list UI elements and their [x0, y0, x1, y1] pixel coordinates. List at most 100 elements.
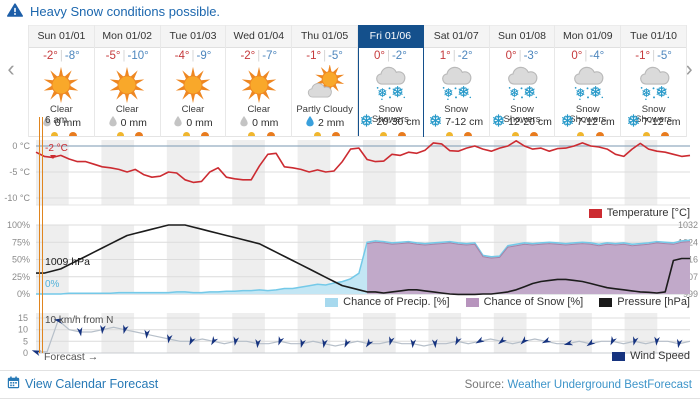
- current-wind-label: 10 km/h from N: [45, 315, 114, 326]
- source-attribution: Source: Weather Underground BestForecast: [465, 379, 692, 391]
- chevron-left-icon: ‹: [7, 56, 15, 81]
- wind-direction-arrow: [233, 336, 240, 346]
- forecast-charts: 0 °C-5 °C-10 °C100%103275%102450%101625%…: [4, 140, 698, 358]
- precip-amount: 7-12 cm: [621, 114, 686, 130]
- temp-separator: |: [584, 50, 588, 62]
- droplet-gray-icon: [173, 115, 183, 130]
- percent-axis-tick: 100%: [7, 220, 30, 230]
- temperature-legend: Temperature [°C]: [588, 207, 690, 219]
- snowflake-icon: [627, 114, 640, 130]
- wind-direction-arrow: [322, 338, 328, 349]
- source-link[interactable]: Weather Underground BestForecast: [507, 379, 692, 391]
- wind-direction-arrow: [255, 338, 261, 349]
- clear-icon: [161, 65, 226, 105]
- calendar-icon: [7, 376, 20, 392]
- day-card[interactable]: Mon 01/09 0° | -4° Snow Showers 7-12 cm: [555, 25, 622, 137]
- day-card[interactable]: Thu 01/05 -1° | -5° Partly Cloudy 2 mm: [292, 25, 358, 137]
- day-label: Mon 01/02: [94, 25, 160, 48]
- current-temp-marker: [50, 155, 56, 159]
- snowflake-icon: [360, 114, 373, 130]
- day-body: 0° | -3° Snow Showers 12-20 cm: [489, 48, 555, 137]
- droplet-gray-icon: [42, 115, 52, 130]
- sunrise-marker: [248, 132, 256, 136]
- view-calendar-link[interactable]: View Calendar Forecast: [7, 376, 158, 392]
- precip-amount: 0 mm: [29, 115, 94, 130]
- precip-swatch: [325, 297, 339, 307]
- day-card[interactable]: Fri 01/06 0° | -2° Snow Showers 20-30 cm: [357, 25, 424, 137]
- day-card[interactable]: Wed 01/04 -2° | -7° Clear 0 mm: [226, 25, 293, 137]
- high-temp: 0°: [571, 50, 583, 62]
- day-card[interactable]: Tue 01/03 -4° | -9° Clear 0 mm: [160, 25, 227, 137]
- wind-direction-arrow: [31, 350, 42, 356]
- day-card[interactable]: Sun 01/08 0° | -3° Snow Showers 12-20 cm: [489, 25, 556, 137]
- temp-axis-tick: -10 °C: [4, 193, 30, 203]
- pressure-swatch: [599, 297, 613, 307]
- sunrise-marker: [445, 132, 453, 136]
- pressure-axis-tick: 1032: [678, 220, 698, 230]
- low-temp: -5°: [657, 50, 672, 62]
- wind-direction-arrow: [455, 336, 462, 346]
- next-days-button[interactable]: ›: [680, 57, 698, 83]
- wind-axis-tick: 5: [23, 336, 28, 346]
- snow-showers-icon: [490, 65, 555, 105]
- condition-label: Clear: [247, 104, 271, 115]
- day-label: Fri 01/06: [357, 25, 423, 48]
- temp-axis-tick: -5 °C: [9, 167, 30, 177]
- snow-showers-icon: [621, 65, 686, 105]
- condition-label: Snow: [444, 104, 469, 115]
- wind-direction-arrow: [144, 329, 150, 339]
- clear-icon: [226, 65, 291, 105]
- day-label: Tue 01/03: [160, 25, 226, 48]
- sunset-marker: [200, 132, 209, 136]
- chevron-right-icon: ›: [685, 56, 693, 81]
- day-body: -1° | -5° Partly Cloudy 2 mm: [292, 48, 357, 137]
- footer-divider: [0, 370, 700, 371]
- sunrise-marker: [511, 132, 519, 136]
- droplet-blue-icon: [305, 115, 315, 130]
- low-temp: -4°: [589, 50, 605, 62]
- snowflake-icon: [429, 114, 442, 130]
- day-cards-strip: Sun 01/01 -2° | -8° Clear 0 mm Mon 01/02 -5° | -1…: [28, 25, 687, 137]
- temperature-legend-label: Temperature [°C]: [606, 207, 690, 219]
- wind-direction-arrow: [410, 338, 417, 349]
- current-precip-label: 0%: [45, 279, 60, 290]
- wind-direction-arrow: [76, 327, 83, 337]
- day-body: 1° | -2° Snow 7-12 cm: [423, 48, 489, 137]
- wind-axis-tick: 0: [23, 348, 28, 358]
- wind-direction-arrow: [344, 338, 351, 348]
- condition-label: Snow Showers: [503, 104, 541, 125]
- current-temp-label: -2 °C: [45, 143, 68, 154]
- percent-axis-tick: 75%: [12, 237, 30, 247]
- pressure-legend-item: Pressure [hPa]: [599, 296, 690, 308]
- sunrise-marker: [51, 132, 59, 136]
- day-card[interactable]: Sat 01/07 1° | -2° Snow 7-12 cm: [423, 25, 490, 137]
- low-temp: -5°: [328, 50, 343, 62]
- wind-axis-tick: 10: [18, 325, 28, 335]
- condition-label: Clear: [115, 104, 139, 115]
- day-body: -2° | -7° Clear 0 mm: [226, 48, 292, 137]
- prev-days-button[interactable]: ‹: [2, 57, 20, 83]
- day-temps: -5° | -10°: [95, 48, 160, 65]
- condition-label: Snow Showers: [371, 104, 409, 125]
- wind-direction-arrow: [610, 336, 617, 346]
- forecast-direction-label: Forecast →: [44, 351, 99, 363]
- current-time-marker: [39, 117, 43, 353]
- day-temps: -4° | -9°: [161, 48, 226, 65]
- day-card[interactable]: Mon 01/02 -5° | -10° Clear 0 mm: [94, 25, 161, 137]
- high-temp: 0°: [373, 50, 385, 62]
- temp-separator: |: [386, 50, 390, 62]
- day-card[interactable]: Tue 01/10 -1° | -5° Snow Showers 7-12 cm: [621, 25, 687, 137]
- wind-direction-arrow: [365, 338, 374, 348]
- day-body: 0° | -4° Snow Showers 7-12 cm: [555, 48, 621, 137]
- wind-direction-arrow: [498, 336, 507, 345]
- day-label: Sat 01/07: [423, 25, 489, 48]
- clear-icon: [29, 65, 94, 105]
- day-temps: 1° | -2°: [424, 48, 489, 65]
- clear-icon: [95, 65, 160, 105]
- bottom-divider: [0, 398, 700, 399]
- temperature-chart: 0 °C -5 °C -10 °C: [4, 140, 691, 206]
- wind-direction-arrow: [123, 324, 129, 335]
- temp-separator: |: [652, 50, 656, 62]
- low-temp: -8°: [64, 50, 80, 62]
- precip-legend-item: Chance of Precip. [%]: [325, 296, 450, 308]
